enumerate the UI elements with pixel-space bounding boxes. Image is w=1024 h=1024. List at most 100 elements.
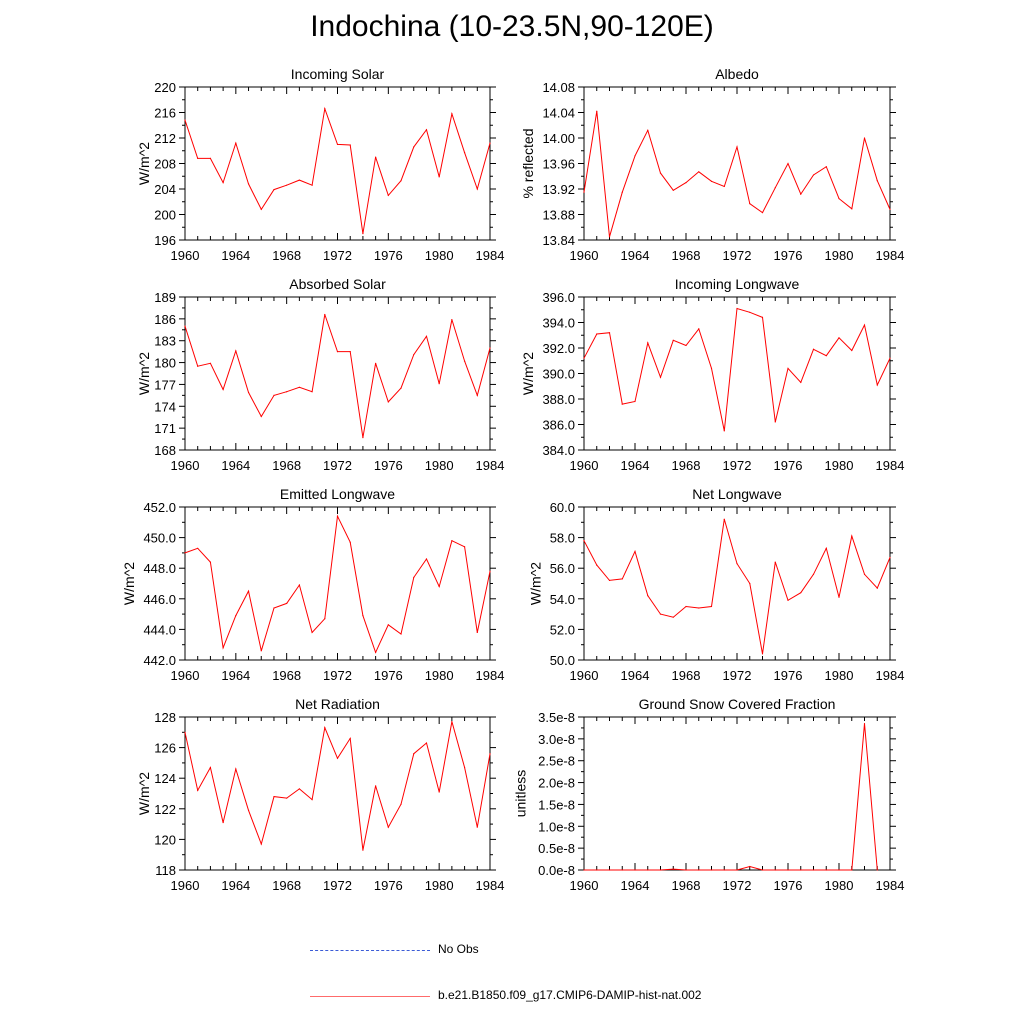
incoming-solar-data-point [476,188,478,190]
net-longwave-x-tick-label: 1984 [876,668,905,683]
emitted-longwave-x-tick-label: 1964 [221,668,250,683]
net-longwave-data-point [685,605,687,608]
incoming-longwave-data-point [838,337,840,339]
net-radiation-data-point [413,753,415,755]
incoming-longwave-data-point [621,403,623,405]
albedo-plot-frame [583,86,891,241]
ground-snow-covered-fraction-y-tick-label: 3.5e-8 [538,710,575,725]
emitted-longwave-data-point [324,618,326,620]
ground-snow-covered-fraction-data-point [863,722,866,725]
absorbed-solar-data-point [438,383,440,385]
absorbed-solar-x-tick-label: 1976 [374,458,403,473]
incoming-longwave-x-tick-label: 1976 [774,458,803,473]
ground-snow-covered-fraction-data-point [710,869,713,871]
emitted-longwave-data-point [476,631,478,634]
albedo-data-point [672,189,674,191]
net-longwave-plot-frame [583,506,891,661]
absorbed-solar-data-point [247,391,250,394]
net-radiation-data-point [184,731,186,733]
albedo-data-point [800,193,802,195]
net-radiation-x-tick-label: 1964 [221,878,250,893]
net-longwave-x-tick-label: 1972 [723,668,752,683]
albedo-series-line [583,111,891,237]
incoming-longwave-data-point [825,355,827,357]
net-longwave-data-point [634,550,636,552]
albedo-data-point [787,162,789,165]
ground-snow-covered-fraction-data-point [583,869,585,871]
emitted-longwave-x-tick-label: 1960 [171,668,200,683]
albedo-data-point [685,182,687,184]
net-radiation-title: Net Radiation [295,696,380,712]
absorbed-solar-y-tick-label: 168 [154,443,176,458]
albedo-data-point [851,208,853,210]
net-radiation-data-point [476,826,478,828]
net-longwave-data-point [787,599,789,601]
absorbed-solar-x-tick-label: 1972 [323,458,352,473]
incoming-longwave-x-tick-label: 1980 [825,458,854,473]
net-longwave-data-point [647,595,649,597]
albedo-data-point [812,174,815,176]
incoming-longwave-y-tick-label: 392.0 [542,341,575,356]
net-longwave-data-point [851,535,853,537]
incoming-solar-data-point [324,108,326,110]
emitted-longwave-data-point [349,541,351,543]
ground-snow-covered-fraction-x-tick-label: 1984 [876,878,905,893]
albedo-x-tick-label: 1972 [723,248,752,263]
absorbed-solar-data-point [413,353,415,356]
ground-snow-covered-fraction-data-point [761,869,764,871]
emitted-longwave-y-tick-label: 448.0 [143,561,176,576]
emitted-longwave-data-point [362,615,364,617]
absorbed-solar-data-point [349,351,351,353]
net-longwave-y-axis-label: W/m^2 [527,562,543,605]
incoming-longwave-data-point [596,333,598,335]
emitted-longwave-data-point [438,585,440,588]
net-longwave-y-tick-label: 50.0 [550,653,575,668]
ground-snow-covered-fraction-data-point [647,869,649,871]
ground-snow-covered-fraction-data-point [608,869,611,871]
incoming-longwave-x-tick-label: 1964 [621,458,650,473]
incoming-solar-data-point [247,183,250,185]
incoming-solar-data-point [400,180,402,182]
emitted-longwave-data-point [400,633,402,635]
incoming-solar-data-point [387,194,389,196]
net-radiation-data-point [260,843,262,845]
incoming-solar-x-tick-label: 1980 [425,248,454,263]
net-longwave-panel: 1960 1964 1968 1972 1976 1980 1984 50.0 52.0 54.0… [527,486,904,683]
ground-snow-covered-fraction-y-tick-label: 2.0e-8 [538,776,575,791]
albedo-data-point [761,211,764,214]
emitted-longwave-data-point [425,558,428,560]
incoming-longwave-series-line [583,307,891,432]
albedo-data-point [774,187,776,189]
net-longwave-data-point [723,518,725,520]
absorbed-solar-y-tick-label: 171 [154,421,176,436]
absorbed-solar-data-point [197,365,199,367]
albedo-data-point [621,191,623,193]
emitted-longwave-data-point [375,651,377,653]
albedo-data-point [723,185,725,188]
emitted-longwave-data-point [336,515,339,517]
incoming-solar-data-point [286,184,288,186]
net-longwave-data-point [736,563,738,565]
absorbed-solar-x-tick-label: 1960 [171,458,200,473]
emitted-longwave-y-tick-label: 446.0 [143,592,176,607]
net-radiation-series-line [184,721,491,851]
emitted-longwave-y-tick-label: 452.0 [143,500,176,515]
absorbed-solar-y-tick-label: 180 [154,356,176,371]
incoming-solar-y-axis-label: W/m^2 [136,142,152,185]
incoming-solar-data-point [222,182,224,184]
albedo-data-point [749,203,751,205]
absorbed-solar-data-point [387,401,389,403]
incoming-solar-data-point [463,152,466,154]
net-radiation-y-tick-label: 124 [154,771,176,786]
net-longwave-y-tick-label: 52.0 [550,622,575,637]
net-longwave-data-point [863,573,866,575]
figure-title: Indochina (10-23.5N,90-120E) [310,10,714,43]
emitted-longwave-x-tick-label: 1976 [374,668,403,683]
incoming-solar-y-tick-label: 196 [154,233,176,248]
net-longwave-data-point [889,556,891,559]
albedo-x-tick-label: 1960 [570,248,599,263]
net-longwave-y-tick-label: 60.0 [550,500,575,515]
incoming-longwave-data-point [800,381,802,384]
incoming-solar-y-tick-label: 200 [154,208,176,223]
absorbed-solar-y-tick-label: 186 [154,312,176,327]
